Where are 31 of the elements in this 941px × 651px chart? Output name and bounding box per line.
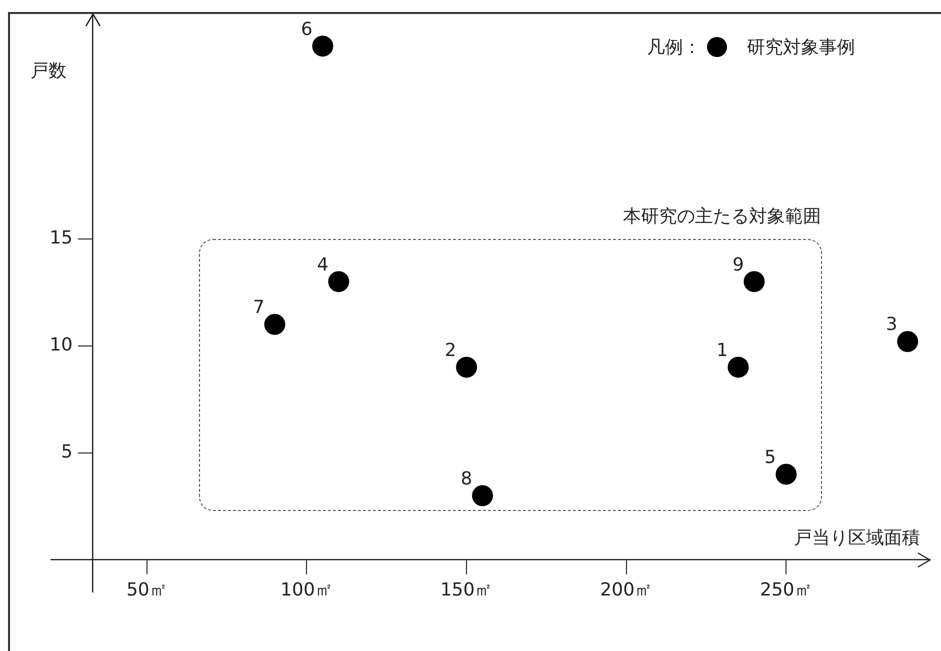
point xyxy=(456,356,478,378)
legend-label: 研究対象事例 xyxy=(747,36,855,59)
annotation: 9 xyxy=(732,254,744,276)
annotation: 8 xyxy=(460,468,472,490)
point xyxy=(897,331,918,352)
y-tick-label: 5 xyxy=(61,442,73,463)
y-axis-title: 戸数 xyxy=(30,60,67,82)
x-tick-label: 50㎡ xyxy=(126,579,168,600)
annotation: 6 xyxy=(300,18,312,40)
x-axis-title: 戸当り区域面積 xyxy=(794,528,920,549)
point xyxy=(264,314,286,335)
annotation: 1 xyxy=(716,340,728,361)
legend-title: 凡例： xyxy=(647,36,701,59)
x-tick-label: 150㎡ xyxy=(440,579,493,600)
annotation: 5 xyxy=(764,446,776,468)
point xyxy=(328,271,350,292)
x-tick-label: 250㎡ xyxy=(760,579,812,600)
annotation: 本研究の主たる対象範囲 xyxy=(623,205,821,228)
annotation: 4 xyxy=(316,254,328,276)
point xyxy=(744,271,765,292)
point xyxy=(472,485,494,506)
annotation: 2 xyxy=(444,340,456,361)
point xyxy=(312,36,334,57)
x-tick-label: 100㎡ xyxy=(280,579,333,600)
point xyxy=(728,356,749,378)
annotation: 7 xyxy=(253,297,264,318)
point xyxy=(776,464,797,485)
y-tick-label: 10 xyxy=(50,334,73,356)
x-tick-label: 200㎡ xyxy=(600,579,653,600)
y-tick-label: 15 xyxy=(50,227,73,248)
annotation: 3 xyxy=(886,314,898,336)
